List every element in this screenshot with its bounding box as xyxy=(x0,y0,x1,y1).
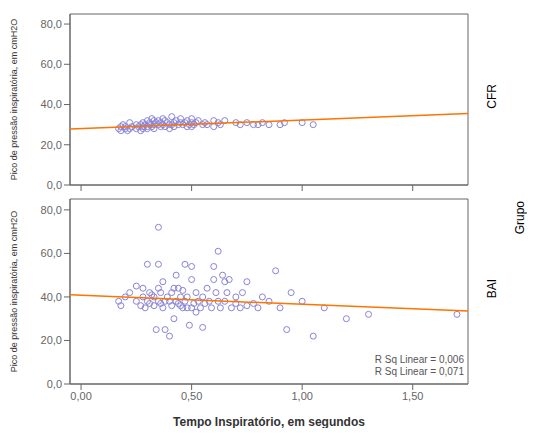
svg-text:60,0: 60,0 xyxy=(41,247,62,259)
html-text:Grupo: Grupo xyxy=(513,201,527,235)
svg-text:80,0: 80,0 xyxy=(41,18,62,30)
svg-text:40,0: 40,0 xyxy=(41,291,62,303)
svg-text:1,50: 1,50 xyxy=(402,390,423,402)
svg-text:40,0: 40,0 xyxy=(41,98,62,110)
svg-text:20,0: 20,0 xyxy=(41,139,62,151)
html-text:R Sq Linear = 0,071: R Sq Linear = 0,071 xyxy=(374,366,464,377)
html-text:R Sq Linear = 0,006: R Sq Linear = 0,006 xyxy=(374,354,464,365)
svg-text:1,00: 1,00 xyxy=(291,390,312,402)
svg-text:80,0: 80,0 xyxy=(41,204,62,216)
html-text:CFR: CFR xyxy=(485,84,499,109)
svg-text:0,00: 0,00 xyxy=(70,390,91,402)
svg-text:Pico de pressão inspiratória,: Pico de pressão inspiratória, em cmH2O xyxy=(9,19,19,181)
svg-text:60,0: 60,0 xyxy=(41,58,62,70)
svg-text:Pico de pressão inspiratória,: Pico de pressão inspiratória, em cmH2O xyxy=(9,211,19,373)
html-text:BAI: BAI xyxy=(485,278,499,299)
svg-text:Tempo Inspiratório, em segundo: Tempo Inspiratório, em segundos xyxy=(173,415,365,428)
svg-text:20,0: 20,0 xyxy=(41,334,62,346)
svg-text:0,0: 0,0 xyxy=(47,179,62,191)
svg-text:0,50: 0,50 xyxy=(181,390,202,402)
svg-text:0,0: 0,0 xyxy=(47,378,62,390)
